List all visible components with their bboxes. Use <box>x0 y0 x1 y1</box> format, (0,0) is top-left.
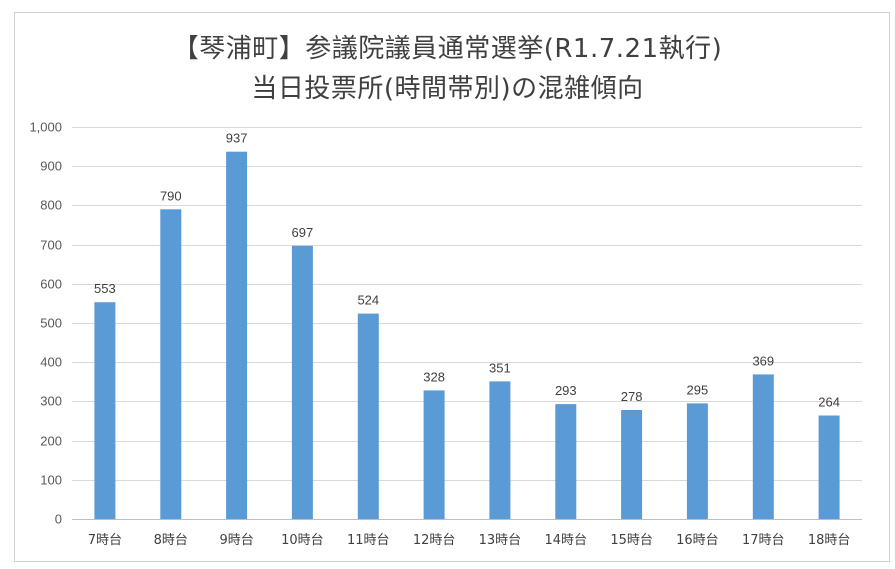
bar-12時台 <box>423 390 445 519</box>
chart-title-line-1: 【琴浦町】参議院議員通常選挙(R1.7.21執行) <box>172 34 723 64</box>
y-tick-label: 700 <box>40 238 62 253</box>
x-tick-label: 10時台 <box>281 533 324 548</box>
bar-9時台 <box>226 151 248 519</box>
x-tick-label: 12時台 <box>413 533 456 548</box>
x-axis-ticks: 7時台 8時台 9時台 10時台 11時台 12時台 13時台 14時台 15時台 16時台 17時… <box>88 533 851 548</box>
x-tick-label: 7時台 <box>88 533 122 548</box>
bar-16時台 <box>686 403 708 519</box>
bar-15時台 <box>621 410 643 519</box>
y-tick-label: 1,000 <box>29 120 62 135</box>
bar-17時台 <box>752 374 774 519</box>
y-tick-label: 200 <box>40 434 62 449</box>
data-label: 264 <box>818 395 840 410</box>
data-label: 937 <box>226 131 248 146</box>
data-label: 524 <box>357 293 379 308</box>
data-label: 553 <box>94 281 116 296</box>
y-tick-label: 0 <box>55 512 62 527</box>
x-tick-label: 8時台 <box>154 533 188 548</box>
y-tick-label: 900 <box>40 159 62 174</box>
y-tick-label: 400 <box>40 355 62 370</box>
x-tick-label: 11時台 <box>347 533 390 548</box>
data-label: 278 <box>621 389 643 404</box>
y-tick-label: 800 <box>40 198 62 213</box>
x-tick-label: 15時台 <box>610 533 653 548</box>
bar-10時台 <box>291 245 313 520</box>
y-tick-label: 500 <box>40 316 62 331</box>
data-label: 293 <box>555 383 577 398</box>
y-tick-label: 300 <box>40 394 62 409</box>
gridlines <box>72 127 862 520</box>
x-tick-label: 16時台 <box>676 533 719 548</box>
bar-18時台 <box>818 415 840 519</box>
bar-11時台 <box>357 313 379 519</box>
data-labels: 553 790 937 697 524 328 351 293 278 295 369 264 <box>94 131 840 410</box>
bar-13時台 <box>489 381 511 519</box>
data-label: 328 <box>423 369 445 384</box>
bar-14時台 <box>555 404 577 519</box>
y-tick-label: 100 <box>40 473 62 488</box>
x-tick-label: 13時台 <box>479 533 522 548</box>
bar-7時台 <box>94 302 116 519</box>
data-label: 697 <box>292 225 314 240</box>
data-label: 790 <box>160 188 182 203</box>
data-label: 295 <box>687 382 709 397</box>
chart-title-line-2: 当日投票所(時間帯別)の混雑傾向 <box>251 74 644 104</box>
data-label: 369 <box>752 353 774 368</box>
x-tick-label: 18時台 <box>808 533 851 548</box>
y-axis-ticks: 0 100 200 300 400 500 600 700 800 900 1,000 <box>29 120 62 527</box>
x-tick-label: 14時台 <box>545 533 588 548</box>
data-label: 351 <box>489 360 511 375</box>
y-tick-label: 600 <box>40 277 62 292</box>
bar-8時台 <box>160 209 182 520</box>
bars <box>94 151 840 520</box>
chart-frame <box>14 12 890 562</box>
x-tick-label: 9時台 <box>219 533 253 548</box>
x-tick-label: 17時台 <box>742 533 785 548</box>
